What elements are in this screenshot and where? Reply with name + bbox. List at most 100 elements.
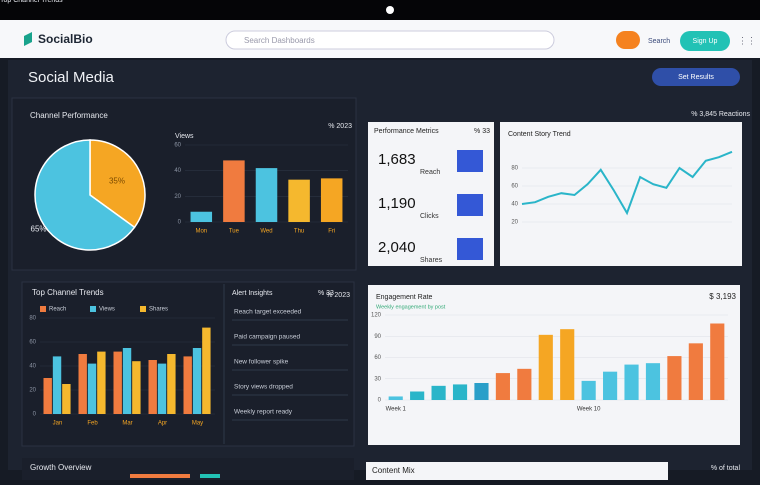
bar (538, 334, 553, 400)
bar (62, 384, 71, 414)
bar (560, 329, 575, 400)
value-label: 35% (109, 176, 125, 185)
panel (22, 458, 354, 480)
bar (43, 378, 52, 414)
kpi-value: 1,683 (378, 151, 416, 168)
bar (624, 364, 639, 400)
bar (688, 343, 703, 400)
bar (157, 363, 167, 414)
bar (288, 179, 310, 222)
search-box[interactable] (225, 30, 555, 50)
bezel (0, 0, 760, 20)
bar (320, 178, 343, 222)
chart-title: Engagement Rate (376, 294, 433, 301)
kpi-icon (457, 194, 483, 216)
progress (130, 474, 190, 478)
progress (200, 474, 220, 478)
y-tick-label: 80 (29, 316, 36, 322)
bar (183, 356, 192, 414)
kpi-label: Shares (420, 257, 443, 264)
kpi-icon (457, 150, 483, 172)
x-tick-label: Week 10 (577, 407, 601, 413)
chart-subtitle: Weekly engagement by post (376, 304, 446, 310)
search-placeholder: Search Dashboards (244, 36, 315, 45)
y-tick-label: 60 (29, 340, 36, 346)
kpi-value: 2,040 (378, 239, 416, 256)
bar (474, 383, 489, 400)
y-tick-label: 0 (33, 412, 37, 418)
signup-button[interactable] (680, 31, 730, 51)
bar (710, 323, 725, 400)
alert-item: Weekly report ready (234, 409, 293, 416)
pie-slice (34, 139, 136, 251)
chart-title: Views (175, 133, 194, 140)
y-tick-label: 90 (374, 334, 381, 340)
y-tick-label: 120 (371, 313, 382, 319)
bar (202, 327, 211, 414)
bar (52, 356, 62, 414)
x-tick-label: Week 1 (386, 407, 407, 413)
menu-icon[interactable]: ⋮⋮ (738, 35, 756, 45)
panel-note: % 33 (474, 128, 490, 135)
y-tick-label: 20 (511, 220, 518, 226)
bar (148, 360, 157, 414)
bar (431, 385, 446, 400)
bar (645, 363, 661, 400)
kpi-label: Clicks (420, 213, 439, 220)
x-tick-label: Fri (328, 229, 335, 235)
y-tick-label: 40 (174, 168, 181, 174)
alert-item: Reach target exceeded (234, 309, 302, 316)
action-button[interactable] (652, 68, 740, 86)
search-link[interactable]: Search (648, 38, 670, 45)
x-tick-label: Thu (294, 229, 304, 235)
legend-swatch (140, 306, 146, 312)
bar (132, 361, 141, 414)
bar (603, 371, 618, 400)
y-tick-label: 30 (374, 376, 381, 382)
y-tick-label: 20 (174, 194, 181, 200)
bar (517, 368, 532, 400)
kpi-value: 1,190 (378, 195, 416, 212)
footer-title: Content Mix (372, 466, 415, 475)
panel-note: % 2023 (326, 292, 350, 299)
y-tick-label: 60 (374, 355, 381, 361)
legend-label: Reach (49, 307, 66, 313)
panel-title: Top Channel Trends (32, 288, 104, 297)
page-title: Social Media (28, 69, 115, 86)
panel (366, 462, 668, 480)
y-tick-label: 40 (29, 364, 36, 370)
kpi-label: Reach (420, 169, 440, 176)
y-tick-label: 40 (511, 202, 518, 208)
panel-title: Alert Insights (232, 290, 273, 297)
panel-note: % 33 (318, 290, 334, 297)
notify-button[interactable] (616, 31, 640, 49)
bar (87, 363, 97, 414)
bar (122, 348, 132, 414)
line (521, 150, 733, 216)
bar (410, 391, 425, 400)
x-tick-label: May (192, 421, 203, 427)
panel-note: % 2023 (328, 123, 352, 130)
value-label: 65% (31, 224, 47, 233)
panel-title: Channel Performance (30, 111, 108, 120)
y-tick-label: 80 (511, 166, 518, 172)
legend-label: Views (99, 307, 115, 313)
trend-panel (500, 122, 742, 266)
bar (113, 351, 122, 414)
x-tick-label: Mon (195, 229, 207, 235)
bar (388, 396, 403, 400)
alert-item: Paid campaign paused (234, 334, 301, 341)
bar (452, 384, 468, 400)
x-tick-label: Tue (229, 229, 240, 235)
logo-icon (24, 32, 32, 46)
footer-title: Growth Overview (30, 463, 92, 472)
y-tick-label: 0 (178, 220, 182, 226)
bar (223, 160, 245, 222)
bar (167, 354, 176, 414)
pie-slice (89, 139, 146, 229)
footer-note: % of total (711, 465, 741, 472)
alert-item: Story views dropped (234, 384, 293, 391)
kpi-icon (457, 238, 483, 260)
logo: SocialBio (38, 32, 93, 46)
